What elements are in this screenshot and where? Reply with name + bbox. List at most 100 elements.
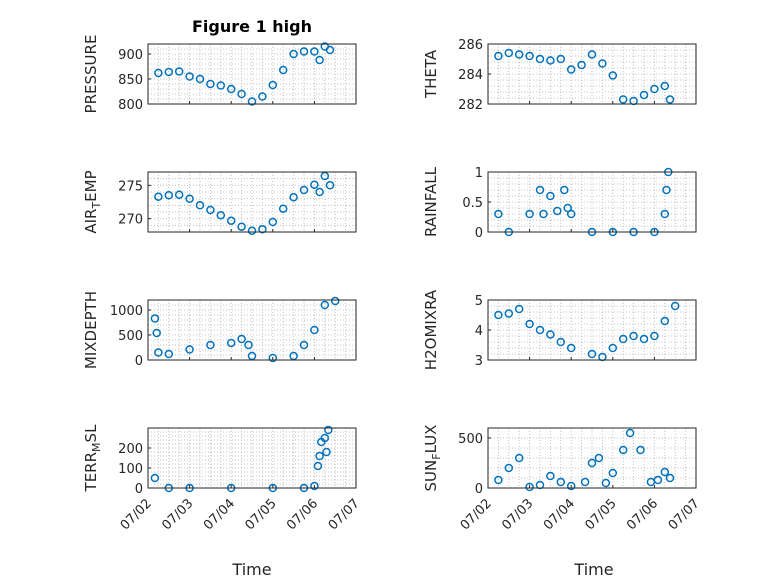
subplot-6: 3 4 5 H2OMIXRA [422, 289, 697, 370]
data-point [556, 54, 566, 64]
data-point [629, 331, 638, 341]
data-point [566, 65, 576, 74]
data-point [185, 345, 194, 354]
data-point [662, 185, 671, 195]
data-point [660, 316, 670, 326]
data-point [504, 309, 514, 318]
data-point [278, 204, 288, 213]
axes-frame [147, 171, 357, 233]
data-point [154, 68, 163, 78]
y-tick-label: 900 [118, 48, 143, 63]
x-axis-label-right: Time [573, 560, 613, 579]
data-point [525, 482, 534, 492]
data-point [525, 51, 534, 61]
x-tick-label: 07/04 [201, 496, 238, 533]
data-point [310, 325, 319, 335]
data-point [278, 65, 288, 75]
data-point [185, 194, 194, 203]
subplot-1: 800 850 900 PRESSURE [82, 35, 357, 113]
data-point [226, 216, 236, 225]
data-point [660, 467, 670, 477]
data-point [587, 349, 597, 359]
subplot-5: 0 500 1000 MIXDEPTH [82, 291, 357, 369]
data-point [150, 314, 160, 323]
data-point [639, 334, 649, 344]
y-axis-label: TERRMSL [82, 424, 103, 493]
data-point [313, 461, 323, 471]
data-point [525, 209, 534, 219]
y-tick-label: 1 [475, 166, 483, 181]
data-point [299, 340, 309, 350]
y-tick-label: 200 [118, 442, 143, 457]
data-point [566, 481, 576, 491]
data-point [206, 205, 215, 215]
data-point [546, 471, 555, 481]
data-point [330, 296, 340, 306]
data-point [185, 72, 194, 81]
x-tick-label: 07/03 [159, 496, 196, 533]
data-point [206, 340, 215, 350]
y-tick-label: 284 [458, 68, 483, 83]
x-tick-label: 07/02 [458, 496, 495, 533]
data-point [650, 331, 659, 341]
data-point [535, 185, 545, 195]
data-point [618, 95, 628, 104]
data-point [563, 203, 572, 213]
data-point [618, 334, 628, 344]
x-tick-label: 07/02 [118, 496, 155, 533]
data-point [625, 428, 635, 438]
y-tick-label: 0 [475, 482, 483, 497]
data-point [608, 343, 618, 353]
x-tick-label: 07/03 [499, 496, 536, 533]
data-point [237, 222, 246, 231]
data-point [195, 201, 205, 210]
data-point [665, 95, 675, 104]
data-point [268, 353, 278, 363]
data-point [310, 47, 319, 56]
data-point [535, 54, 545, 64]
data-point [320, 300, 330, 310]
data-point [322, 447, 331, 457]
y-tick-label: 850 [118, 73, 143, 88]
data-point [598, 59, 607, 68]
data-point [237, 334, 246, 344]
data-point [556, 477, 566, 487]
data-point [315, 187, 324, 197]
y-axis-label: THETA [422, 49, 440, 99]
axes-frame [487, 299, 697, 361]
subplot-4: 0 0.5 1 RAINFALL [422, 166, 697, 241]
data-point [206, 79, 215, 89]
data-point [216, 81, 226, 90]
data-point [650, 84, 659, 94]
data-point [608, 71, 618, 80]
axes-frame [147, 299, 357, 361]
data-point [494, 209, 503, 219]
x-tick-label: 07/05 [583, 496, 620, 533]
data-point [566, 343, 576, 353]
figure-title: Figure 1 high [192, 17, 312, 36]
data-point [577, 60, 586, 70]
y-axis-label: H2OMIXRA [422, 289, 440, 370]
x-tick-label: 07/05 [243, 496, 280, 533]
data-point [325, 45, 335, 55]
data-point [566, 209, 576, 219]
y-tick-label: 275 [118, 179, 143, 194]
axes-frame [147, 427, 357, 489]
y-tick-label: 5 [475, 294, 483, 309]
data-point [164, 349, 174, 359]
data-point [310, 481, 319, 491]
axes-frame [487, 171, 697, 233]
data-point [539, 209, 548, 219]
data-point [553, 206, 562, 216]
data-point [237, 89, 246, 99]
y-tick-label: 0.5 [462, 196, 483, 211]
data-point [514, 304, 524, 314]
y-tick-label: 286 [458, 38, 483, 53]
data-point [195, 74, 205, 84]
x-axis-label-left: Time [231, 560, 271, 579]
axes-frame [487, 43, 697, 105]
data-point [546, 56, 555, 65]
data-point [247, 226, 257, 235]
data-point [164, 191, 174, 200]
